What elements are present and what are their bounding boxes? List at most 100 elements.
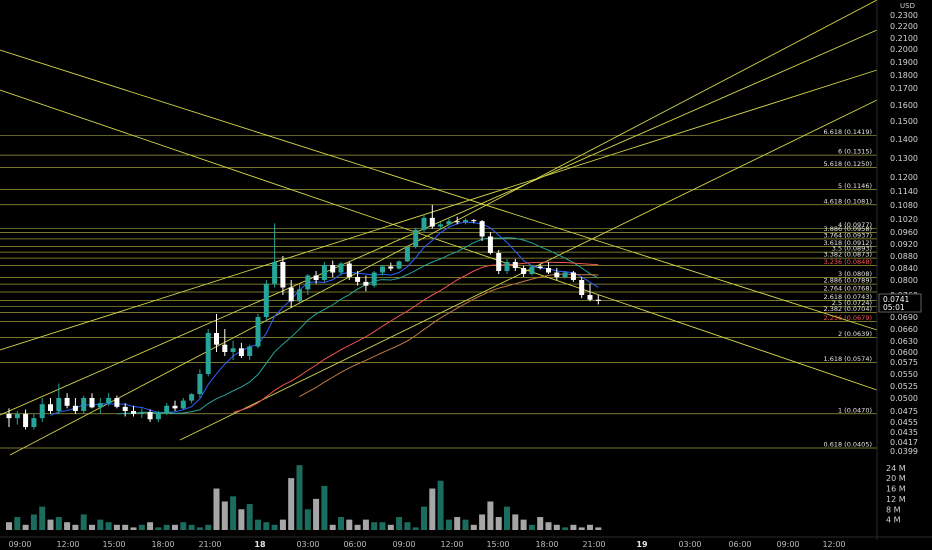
volume-bar bbox=[412, 527, 419, 530]
candle-body bbox=[587, 295, 593, 300]
price-tick: 0.0840 bbox=[890, 264, 918, 273]
fib-level-label: 2.382 (0.0704) bbox=[824, 305, 873, 313]
volume-bar bbox=[354, 524, 361, 530]
volume-bar bbox=[255, 519, 261, 530]
fib-level-label: 2.236 (0.0679) bbox=[824, 314, 873, 322]
volume-tick: 16 M bbox=[886, 485, 906, 494]
volume-bar bbox=[462, 519, 469, 530]
candle-body bbox=[496, 253, 502, 271]
volume-bar bbox=[30, 514, 37, 530]
trend-line[interactable] bbox=[179, 99, 878, 441]
volume-bar bbox=[595, 527, 602, 530]
fib-level-label: 5.618 (0.1250) bbox=[824, 160, 873, 168]
candle-body bbox=[172, 405, 178, 409]
volume-bar bbox=[528, 524, 535, 530]
candle-body bbox=[562, 272, 568, 277]
countdown-timer: 05:01 bbox=[883, 303, 905, 312]
candle-body bbox=[89, 398, 95, 408]
candle-body bbox=[31, 418, 37, 427]
fib-level-label: 3.5 (0.0893) bbox=[832, 245, 872, 253]
candle-body bbox=[355, 277, 361, 282]
volume-bar bbox=[147, 522, 154, 530]
candle-body bbox=[155, 412, 161, 420]
candle-body bbox=[371, 272, 377, 286]
candle-body bbox=[23, 413, 29, 427]
trend-lines[interactable] bbox=[0, 0, 878, 456]
candle-body bbox=[39, 404, 45, 419]
volume-bar bbox=[396, 517, 403, 530]
price-tick: 0.1140 bbox=[890, 187, 918, 196]
candle-body bbox=[404, 247, 410, 262]
price-tick: 0.0920 bbox=[890, 240, 918, 249]
price-tick: 0.1800 bbox=[890, 71, 918, 80]
price-tick: 0.0690 bbox=[890, 313, 918, 322]
volume-bar bbox=[495, 517, 502, 530]
volume-bar bbox=[163, 524, 170, 530]
volume-bar bbox=[263, 522, 270, 530]
time-tick: 06:00 bbox=[343, 540, 366, 549]
ma-blue-line bbox=[50, 221, 599, 416]
current-price-tag: 0.0741 05:01 bbox=[878, 293, 922, 313]
candlesticks bbox=[6, 205, 601, 430]
fibonacci-levels: 6.618 (0.1419) 6 (0.1315) 5.618 (0.1250) 5 … bbox=[0, 128, 877, 449]
volume-tick: 20 M bbox=[886, 474, 906, 483]
volume-bar bbox=[545, 522, 552, 530]
volume-bar bbox=[72, 524, 79, 530]
trend-line[interactable] bbox=[0, 49, 878, 331]
candle-body bbox=[114, 398, 120, 407]
trend-line[interactable] bbox=[0, 69, 878, 351]
candle-body bbox=[479, 221, 485, 237]
candle-body bbox=[454, 221, 460, 223]
volume-bar bbox=[97, 519, 104, 530]
ma-orange-line bbox=[299, 273, 599, 398]
volume-bar bbox=[470, 524, 477, 530]
volume-bar bbox=[89, 524, 95, 530]
candle-body bbox=[570, 272, 576, 280]
volume-bar bbox=[329, 524, 336, 530]
price-tick: 0.1900 bbox=[890, 58, 918, 67]
fib-level-label: 3.886 (0.0958) bbox=[824, 225, 873, 233]
trend-line[interactable] bbox=[0, 89, 878, 391]
candle-body bbox=[222, 344, 228, 352]
candle-body bbox=[197, 374, 203, 395]
fib-level-label: 3.764 (0.0937) bbox=[824, 231, 873, 239]
fib-level-label: 4.618 (0.1081) bbox=[824, 197, 873, 205]
candle-body bbox=[463, 220, 468, 223]
volume-bar bbox=[504, 506, 510, 530]
time-tick: 09:00 bbox=[8, 540, 31, 549]
candle-body bbox=[230, 348, 236, 352]
volume-bar bbox=[562, 527, 569, 530]
fib-level-label: 1.618 (0.0574) bbox=[824, 355, 873, 363]
candle-body bbox=[554, 272, 560, 277]
volume-bar bbox=[445, 519, 452, 530]
trend-line[interactable] bbox=[0, 29, 878, 416]
trend-line[interactable] bbox=[9, 0, 878, 456]
fib-level-label: 3.236 (0.0848) bbox=[824, 258, 873, 266]
price-tick: 0.1080 bbox=[890, 201, 918, 210]
price-tick: 0.1500 bbox=[890, 117, 918, 126]
fib-level-label: 3 (0.0808) bbox=[838, 270, 872, 278]
price-tick: 0.2000 bbox=[890, 45, 918, 54]
volume-bar bbox=[47, 519, 54, 530]
candle-body bbox=[72, 405, 78, 411]
volume-bar bbox=[570, 524, 577, 530]
price-tick: 0.0417 bbox=[890, 438, 918, 447]
volume-bar bbox=[421, 506, 427, 530]
price-axis[interactable]: 0.2300 0.2200 0.2100 0.2000 0.1900 0.1800 0.17… bbox=[890, 11, 918, 456]
volume-bar bbox=[537, 517, 544, 530]
volume-bar bbox=[279, 519, 286, 530]
candle-body bbox=[288, 287, 294, 302]
volume-bar bbox=[246, 504, 253, 530]
candle-body bbox=[81, 398, 87, 411]
candle-body bbox=[189, 394, 195, 401]
fib-level-label: 2.764 (0.0768) bbox=[824, 285, 873, 293]
volume-bar bbox=[138, 524, 145, 530]
time-axis[interactable]: 09:00 12:00 15:00 18:00 21:00 18 03:00 06:00 09:… bbox=[8, 540, 845, 549]
time-tick: 06:00 bbox=[728, 540, 751, 549]
price-tick: 0.0455 bbox=[890, 418, 918, 427]
currency-label: USD bbox=[900, 2, 915, 10]
volume-bar bbox=[587, 524, 593, 530]
fib-level-label: 6 (0.1315) bbox=[838, 148, 872, 156]
fib-level-label: 2.618 (0.0743) bbox=[824, 293, 873, 301]
